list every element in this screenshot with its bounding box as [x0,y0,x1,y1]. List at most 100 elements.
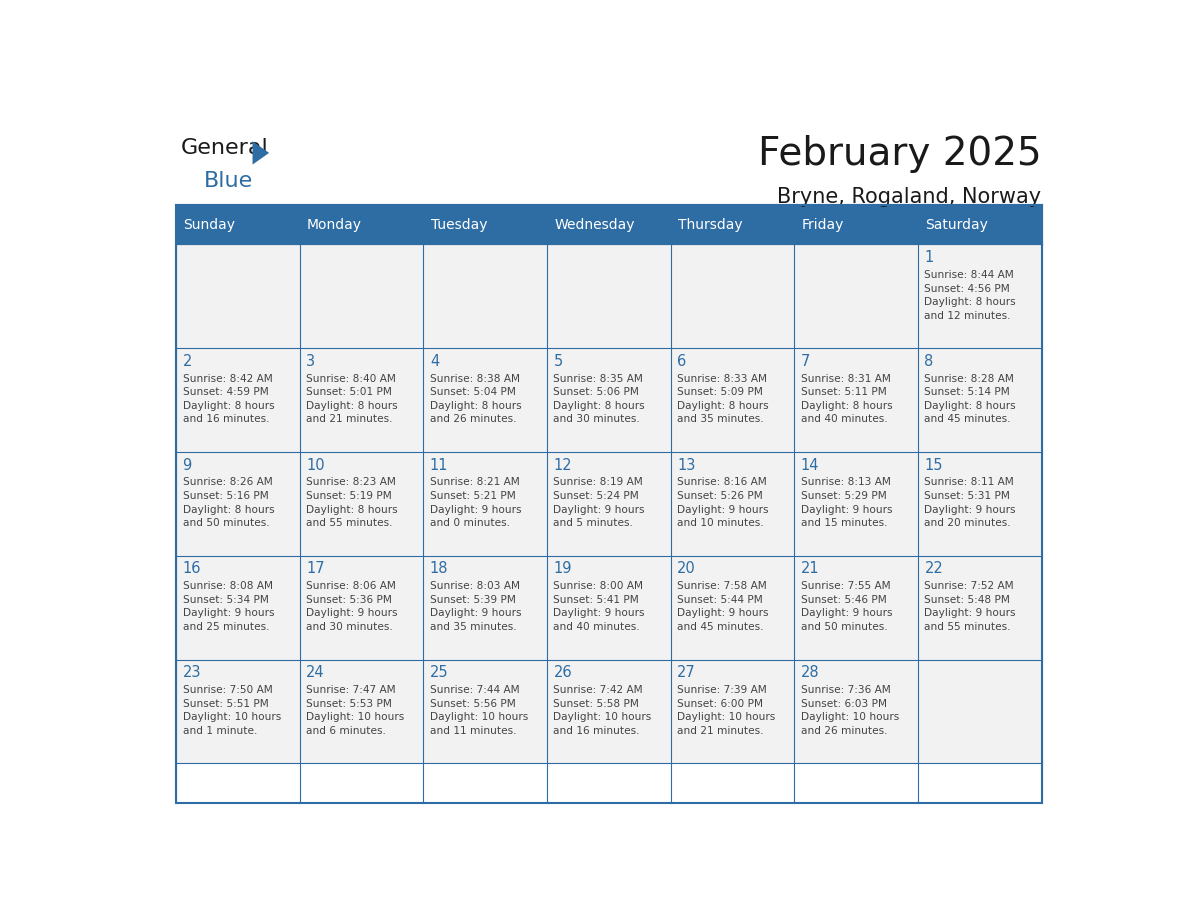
Text: 18: 18 [430,562,448,577]
Text: Sunrise: 8:35 AM
Sunset: 5:06 PM
Daylight: 8 hours
and 30 minutes.: Sunrise: 8:35 AM Sunset: 5:06 PM Dayligh… [554,374,645,424]
Bar [423,244,546,348]
Text: 13: 13 [677,458,695,473]
Text: 15: 15 [924,458,943,473]
Text: Sunrise: 8:06 AM
Sunset: 5:36 PM
Daylight: 9 hours
and 30 minutes.: Sunrise: 8:06 AM Sunset: 5:36 PM Dayligh… [307,581,398,632]
Bar [918,348,1042,452]
Text: 1: 1 [924,250,934,265]
Text: 26: 26 [554,666,573,680]
Text: February 2025: February 2025 [758,135,1042,173]
Text: 2: 2 [183,353,192,369]
Text: 3: 3 [307,353,315,369]
Bar [299,555,423,659]
Bar [546,452,671,555]
Bar [176,452,299,555]
Bar [671,555,795,659]
Text: Sunrise: 8:23 AM
Sunset: 5:19 PM
Daylight: 8 hours
and 55 minutes.: Sunrise: 8:23 AM Sunset: 5:19 PM Dayligh… [307,477,398,528]
Text: 22: 22 [924,562,943,577]
Text: 5: 5 [554,353,563,369]
Bar [546,205,671,244]
Text: Sunrise: 8:21 AM
Sunset: 5:21 PM
Daylight: 9 hours
and 0 minutes.: Sunrise: 8:21 AM Sunset: 5:21 PM Dayligh… [430,477,522,528]
Text: 21: 21 [801,562,820,577]
Bar [176,659,299,763]
Bar [423,205,546,244]
Text: 19: 19 [554,562,571,577]
Text: Friday: Friday [802,218,843,231]
Text: Sunrise: 8:26 AM
Sunset: 5:16 PM
Daylight: 8 hours
and 50 minutes.: Sunrise: 8:26 AM Sunset: 5:16 PM Dayligh… [183,477,274,528]
Bar [795,659,918,763]
Bar [546,659,671,763]
Bar [795,205,918,244]
Bar [176,244,299,348]
Text: 24: 24 [307,666,324,680]
Text: Sunrise: 7:39 AM
Sunset: 6:00 PM
Daylight: 10 hours
and 21 minutes.: Sunrise: 7:39 AM Sunset: 6:00 PM Dayligh… [677,685,776,736]
Text: Sunrise: 8:19 AM
Sunset: 5:24 PM
Daylight: 9 hours
and 5 minutes.: Sunrise: 8:19 AM Sunset: 5:24 PM Dayligh… [554,477,645,528]
Bar [671,244,795,348]
Text: Sunrise: 8:11 AM
Sunset: 5:31 PM
Daylight: 9 hours
and 20 minutes.: Sunrise: 8:11 AM Sunset: 5:31 PM Dayligh… [924,477,1016,528]
Bar [918,659,1042,763]
Text: Sunday: Sunday [183,218,235,231]
Text: Sunrise: 7:36 AM
Sunset: 6:03 PM
Daylight: 10 hours
and 26 minutes.: Sunrise: 7:36 AM Sunset: 6:03 PM Dayligh… [801,685,899,736]
Bar [299,348,423,452]
Bar [918,452,1042,555]
Text: 10: 10 [307,458,324,473]
Text: Sunrise: 7:44 AM
Sunset: 5:56 PM
Daylight: 10 hours
and 11 minutes.: Sunrise: 7:44 AM Sunset: 5:56 PM Dayligh… [430,685,529,736]
Bar [671,452,795,555]
Bar [795,555,918,659]
Text: Sunrise: 7:50 AM
Sunset: 5:51 PM
Daylight: 10 hours
and 1 minute.: Sunrise: 7:50 AM Sunset: 5:51 PM Dayligh… [183,685,280,736]
Text: Sunrise: 7:55 AM
Sunset: 5:46 PM
Daylight: 9 hours
and 50 minutes.: Sunrise: 7:55 AM Sunset: 5:46 PM Dayligh… [801,581,892,632]
Text: Sunrise: 8:08 AM
Sunset: 5:34 PM
Daylight: 9 hours
and 25 minutes.: Sunrise: 8:08 AM Sunset: 5:34 PM Dayligh… [183,581,274,632]
Bar [795,452,918,555]
Text: Bryne, Rogaland, Norway: Bryne, Rogaland, Norway [777,186,1042,207]
Text: Sunrise: 8:40 AM
Sunset: 5:01 PM
Daylight: 8 hours
and 21 minutes.: Sunrise: 8:40 AM Sunset: 5:01 PM Dayligh… [307,374,398,424]
Text: Thursday: Thursday [678,218,742,231]
Text: 23: 23 [183,666,201,680]
Text: Sunrise: 8:00 AM
Sunset: 5:41 PM
Daylight: 9 hours
and 40 minutes.: Sunrise: 8:00 AM Sunset: 5:41 PM Dayligh… [554,581,645,632]
Text: Blue: Blue [204,171,253,191]
Bar [918,244,1042,348]
Text: Sunrise: 8:28 AM
Sunset: 5:14 PM
Daylight: 8 hours
and 45 minutes.: Sunrise: 8:28 AM Sunset: 5:14 PM Dayligh… [924,374,1016,424]
Text: Sunrise: 8:33 AM
Sunset: 5:09 PM
Daylight: 8 hours
and 35 minutes.: Sunrise: 8:33 AM Sunset: 5:09 PM Dayligh… [677,374,769,424]
Text: 20: 20 [677,562,696,577]
Text: Wednesday: Wednesday [555,218,634,231]
Bar [918,205,1042,244]
Text: Sunrise: 7:58 AM
Sunset: 5:44 PM
Daylight: 9 hours
and 45 minutes.: Sunrise: 7:58 AM Sunset: 5:44 PM Dayligh… [677,581,769,632]
Polygon shape [253,141,270,164]
Text: Sunrise: 8:16 AM
Sunset: 5:26 PM
Daylight: 9 hours
and 10 minutes.: Sunrise: 8:16 AM Sunset: 5:26 PM Dayligh… [677,477,769,528]
Text: 9: 9 [183,458,191,473]
Text: General: General [181,139,268,159]
Bar [546,244,671,348]
Bar [423,452,546,555]
Text: Sunrise: 7:52 AM
Sunset: 5:48 PM
Daylight: 9 hours
and 55 minutes.: Sunrise: 7:52 AM Sunset: 5:48 PM Dayligh… [924,581,1016,632]
Text: 16: 16 [183,562,201,577]
Text: 14: 14 [801,458,820,473]
Text: 27: 27 [677,666,696,680]
Bar [795,244,918,348]
Text: 25: 25 [430,666,448,680]
Bar [176,205,299,244]
Text: 12: 12 [554,458,573,473]
Bar [299,244,423,348]
Text: Monday: Monday [308,218,362,231]
Bar [671,659,795,763]
Bar [671,348,795,452]
Text: 17: 17 [307,562,324,577]
Bar [546,348,671,452]
Text: 6: 6 [677,353,687,369]
Bar [423,555,546,659]
Text: Tuesday: Tuesday [431,218,487,231]
Text: 28: 28 [801,666,820,680]
Bar [671,205,795,244]
Bar [176,205,1042,803]
Bar [423,659,546,763]
Text: 8: 8 [924,353,934,369]
Text: 11: 11 [430,458,448,473]
Bar [795,348,918,452]
Bar [299,452,423,555]
Text: Sunrise: 8:31 AM
Sunset: 5:11 PM
Daylight: 8 hours
and 40 minutes.: Sunrise: 8:31 AM Sunset: 5:11 PM Dayligh… [801,374,892,424]
Text: Sunrise: 8:38 AM
Sunset: 5:04 PM
Daylight: 8 hours
and 26 minutes.: Sunrise: 8:38 AM Sunset: 5:04 PM Dayligh… [430,374,522,424]
Bar [299,659,423,763]
Bar [423,348,546,452]
Bar [546,555,671,659]
Text: Sunrise: 8:44 AM
Sunset: 4:56 PM
Daylight: 8 hours
and 12 minutes.: Sunrise: 8:44 AM Sunset: 4:56 PM Dayligh… [924,270,1016,320]
Text: Sunrise: 8:42 AM
Sunset: 4:59 PM
Daylight: 8 hours
and 16 minutes.: Sunrise: 8:42 AM Sunset: 4:59 PM Dayligh… [183,374,274,424]
